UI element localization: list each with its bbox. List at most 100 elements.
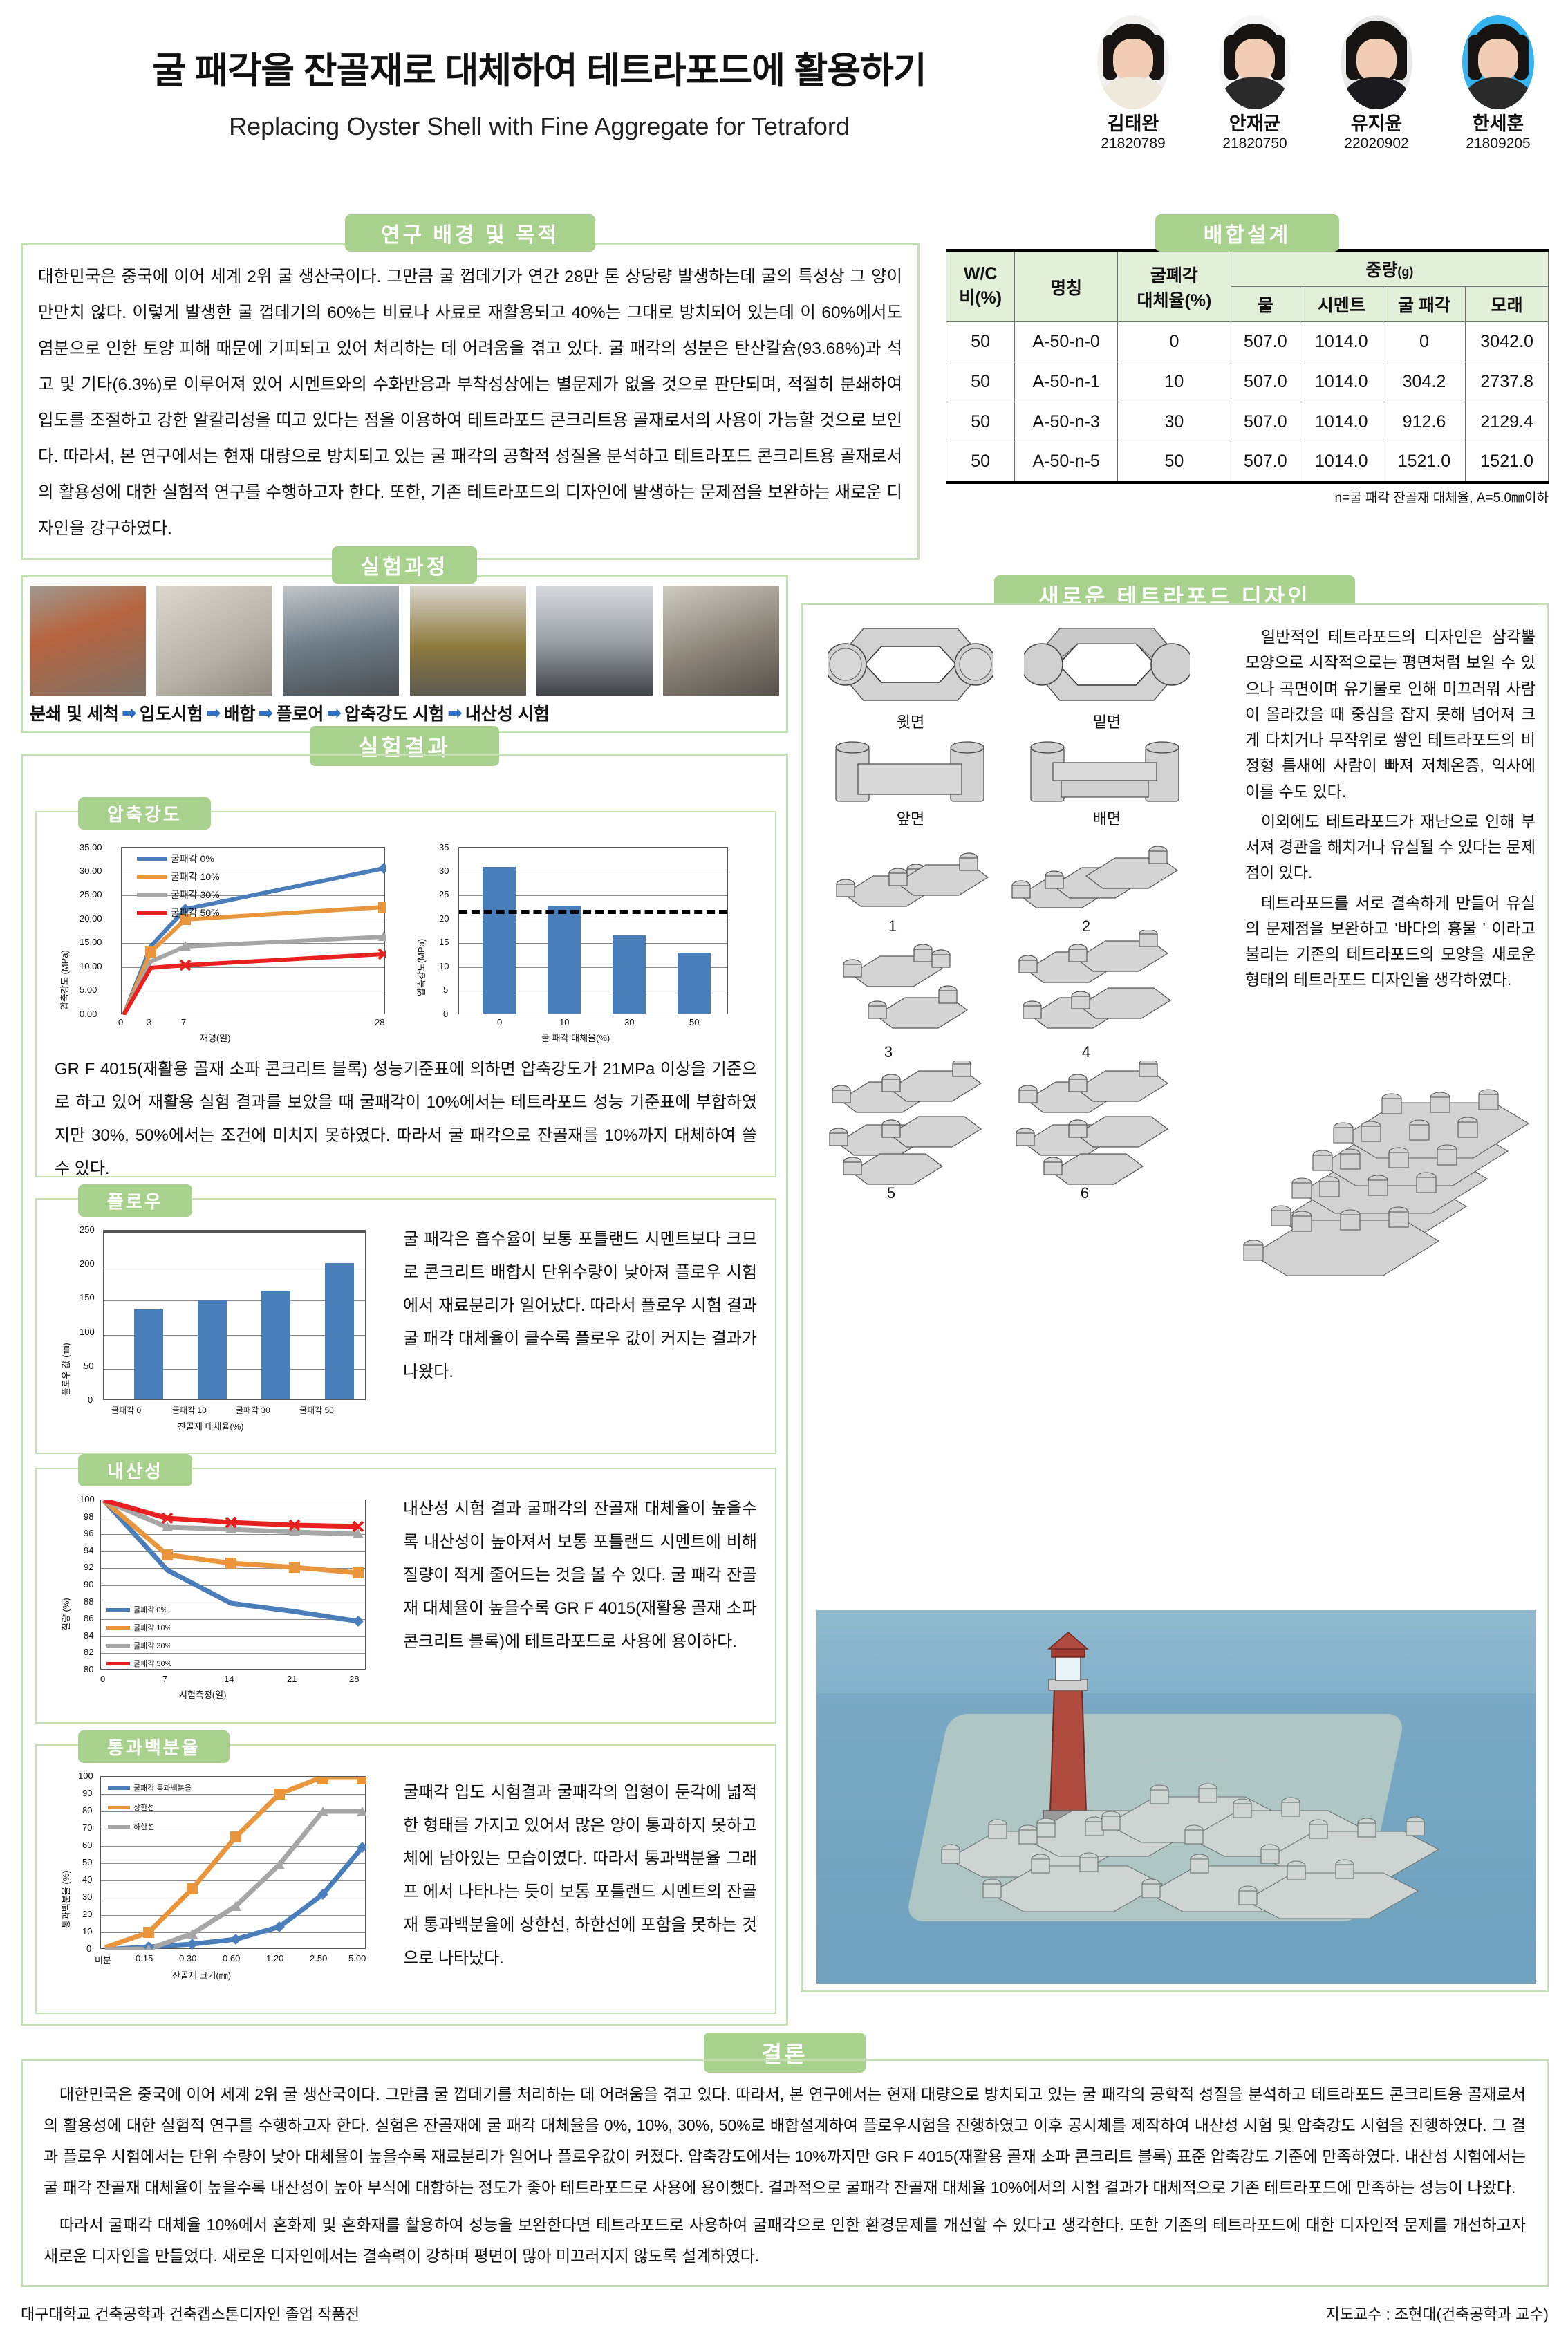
process-photo-sieving xyxy=(156,586,273,696)
y-tick: 40 xyxy=(82,1874,93,1885)
footer-left-text: 대구대학교 건축공학과 건축캡스톤디자인 졸업 작품전 xyxy=(21,2306,360,2323)
avatar xyxy=(1097,15,1169,109)
tetrapod-stack-number-4: 4 xyxy=(1081,1043,1091,1061)
conclusion-panel: 대한민국은 중국에 이어 세계 2위 굴 생산국이다. 그만큼 굴 껍데기를 처… xyxy=(21,2059,1549,2287)
section-heading-background: 연구 배경 및 목적 xyxy=(344,214,596,252)
th-sand: 모래 xyxy=(1465,286,1549,322)
y-tick: 0 xyxy=(443,1009,449,1019)
x-tick: 7 xyxy=(162,1674,168,1684)
subsection-heading-passing: 통과백분율 xyxy=(78,1730,230,1763)
tetrapod-stack-4-icon xyxy=(1018,930,1172,1029)
x-tick: 굴패각 0 xyxy=(111,1406,142,1415)
legend-item: 굴패각 0% xyxy=(106,1604,167,1615)
y-tick: 150 xyxy=(80,1292,95,1303)
y-tick: 25 xyxy=(439,889,449,899)
th-shell: 굴 패각 xyxy=(1382,286,1466,322)
process-photo-acid xyxy=(662,586,779,696)
chart-ylabel: 압축강도 (MPa) xyxy=(59,950,70,1010)
tetrapod-label-back: 배면 xyxy=(1092,810,1121,828)
chart-xlabel: 재령(일) xyxy=(200,1033,231,1043)
process-step-label: 내산성 시험 xyxy=(465,704,550,724)
author-card: 한세훈 21809205 xyxy=(1446,15,1550,152)
background-body-text: 대한민국은 중국에 이어 세계 2위 굴 생산국이다. 그만큼 굴 껍데기가 연… xyxy=(38,268,902,538)
th-replacement: 굴폐각 대체율(%) xyxy=(1117,249,1231,322)
x-tick: 3 xyxy=(147,1017,152,1027)
chart-plot-area: 굴패각 0% 굴패각 10% 굴패각 30% 굴패각 50% xyxy=(100,1500,366,1670)
author-id: 21820750 xyxy=(1222,136,1287,152)
section-heading-results: 실험결과 xyxy=(310,726,499,766)
flow-explain-text: 굴 패각은 흡수율이 보통 포틀랜드 시멘트보다 크므로 콘크리트 배합시 단위… xyxy=(403,1230,757,1381)
author-id: 21820789 xyxy=(1101,136,1166,152)
chart-ylabel: 통과백분율 (%) xyxy=(61,1870,71,1928)
chart-compressive-replacement: 압축강도(MPa) 0 5 10 15 2 xyxy=(410,837,756,1045)
y-tick: 92 xyxy=(84,1562,94,1572)
y-tick: 250 xyxy=(80,1224,95,1235)
y-tick: 20 xyxy=(82,1909,93,1919)
arrow-right-icon: ➡ xyxy=(447,702,463,723)
x-tick: 굴패각 30 xyxy=(236,1406,270,1415)
y-tick: 80 xyxy=(84,1664,94,1674)
y-tick: 96 xyxy=(84,1528,94,1538)
threshold-line xyxy=(459,909,727,914)
legend-item: 굴패각 50% xyxy=(106,1658,171,1669)
x-tick: 0.60 xyxy=(223,1953,241,1963)
x-tick: 50 xyxy=(689,1017,700,1027)
legend-item: 굴패각 10% xyxy=(137,870,220,884)
arrow-right-icon: ➡ xyxy=(258,702,274,723)
x-tick: 0 xyxy=(497,1017,503,1027)
x-tick: 0.30 xyxy=(179,1953,197,1963)
y-tick: 15 xyxy=(439,937,449,947)
tetrapod-stack-number-6: 6 xyxy=(1080,1184,1090,1202)
y-tick: 15.00 xyxy=(80,937,102,947)
th-water: 물 xyxy=(1230,286,1300,322)
tetrapod-breakwater-render xyxy=(941,1783,1440,1919)
chart-xlabel: 시험측정(일) xyxy=(179,1690,227,1700)
author-name: 김태완 xyxy=(1107,113,1159,134)
subsection-heading-flow: 플로우 xyxy=(78,1184,192,1217)
title-block: 굴 패각을 잔골재로 대체하여 테트라포드에 활용하기 Replacing Oy… xyxy=(62,41,1016,141)
subsection-compressive-strength: 압축강도 압축강도 (MPa) xyxy=(35,797,776,1178)
y-tick: 0 xyxy=(86,1943,92,1954)
y-tick: 88 xyxy=(84,1596,94,1607)
y-tick: 20.00 xyxy=(80,913,102,924)
tetrapod-stack-number-3: 3 xyxy=(884,1043,893,1061)
process-step-labels: 분쇄 및 세척 ➡ 입도시험 ➡ 배합 ➡ 플로어 ➡ 압축강도 시험 ➡ 내산… xyxy=(30,700,779,725)
avatar xyxy=(1219,15,1291,109)
table-row: 50 A-50-n-1 10 507.0 1014.0 304.2 2737.8 xyxy=(945,362,1549,402)
y-tick: 100 xyxy=(78,1771,93,1781)
acid-explain-text: 내산성 시험 결과 굴패각의 잔골재 대체율이 높을수록 내산성이 높아져서 보… xyxy=(403,1500,757,1651)
tetrapod-panel: 일반적인 테트라포드의 디자인은 삼각뿔 모양으로 시작적으로는 평면처럼 보일… xyxy=(801,603,1549,1992)
chart-passing-percentage: 통과백분율 (%) xyxy=(55,1769,386,1997)
th-weight: 중량(g) xyxy=(1230,249,1549,287)
y-tick: 5 xyxy=(443,984,449,995)
tetrapod-stack-2-icon xyxy=(1011,846,1179,908)
y-tick: 90 xyxy=(84,1579,94,1589)
chart-plot-area: 굴패각 0% 굴패각 10% 굴패각 30% 굴패각 50% xyxy=(121,847,386,1015)
table-row: 50 A-50-n-5 50 507.0 1014.0 1521.0 1521.0 xyxy=(945,442,1549,484)
y-tick: 10.00 xyxy=(80,961,102,971)
bar xyxy=(678,952,711,1014)
bar xyxy=(261,1290,290,1399)
table-footnote: n=굴 패각 잔골재 대체율, A=5.0㎜이하 xyxy=(1334,490,1549,505)
x-tick: 10 xyxy=(559,1017,570,1027)
process-image-strip xyxy=(30,586,779,696)
th-wc: W/C 비(%) xyxy=(945,249,1016,322)
y-tick: 86 xyxy=(84,1613,94,1623)
process-step-label: 플로어 xyxy=(276,704,324,724)
arrow-right-icon: ➡ xyxy=(326,702,342,723)
section-background: 연구 배경 및 목적 대한민국은 중국에 이어 세계 2위 굴 생산국이다. 그… xyxy=(21,214,920,560)
legend-item: 굴패각 10% xyxy=(106,1622,171,1633)
subsection-heading-compressive: 압축강도 xyxy=(78,797,211,830)
process-photo-mixing xyxy=(283,586,400,696)
y-tick: 84 xyxy=(84,1630,94,1641)
author-card: 안재균 21820750 xyxy=(1203,15,1307,152)
chart-plot-area: 굴패각 통과백분율 상한선 하한선 xyxy=(100,1776,366,1950)
author-id: 21809205 xyxy=(1466,136,1531,152)
y-tick: 30 xyxy=(82,1892,93,1902)
chart-acid-resistance: 질량 (%) xyxy=(55,1493,386,1707)
author-name: 유지윤 xyxy=(1350,113,1403,134)
legend-item: 굴패각 30% xyxy=(137,888,220,902)
process-step-label: 압축강도 시험 xyxy=(344,704,445,724)
page-title: 굴 패각을 잔골재로 대체하여 테트라포드에 활용하기 xyxy=(152,50,926,91)
x-tick: 미분 xyxy=(95,1955,111,1966)
